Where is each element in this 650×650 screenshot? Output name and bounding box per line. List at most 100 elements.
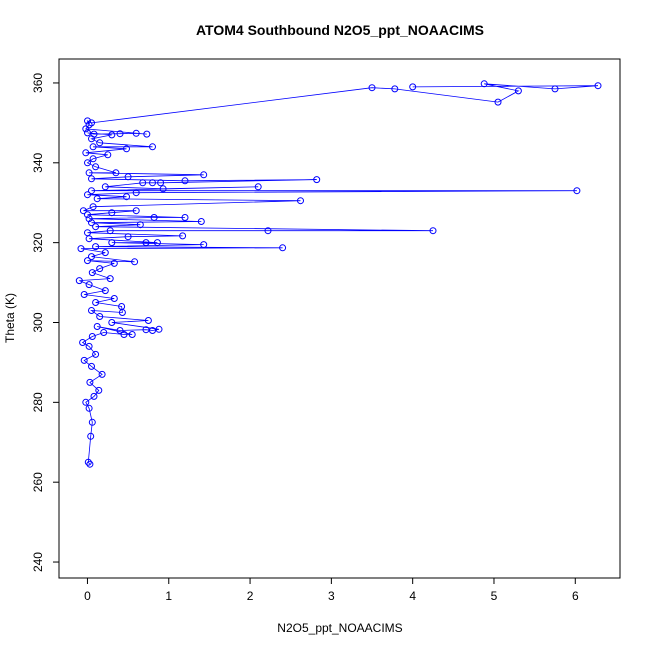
data-point (142, 239, 150, 247)
data-point (131, 258, 139, 266)
data-point (573, 187, 581, 195)
series-line (79, 83, 599, 465)
data-point (197, 218, 205, 225)
data-point (85, 169, 93, 177)
x-tick-label: 2 (247, 589, 254, 603)
data-point (79, 339, 87, 346)
data-point (87, 432, 95, 440)
data-point (106, 227, 114, 235)
x-tick-label: 3 (328, 589, 335, 603)
data-point (143, 130, 151, 138)
data-point (480, 80, 488, 88)
data-point (179, 232, 187, 240)
data-point (149, 327, 156, 334)
series-layer (79, 83, 599, 465)
y-tick-label: 300 (31, 312, 45, 332)
data-point (101, 183, 109, 191)
y-tick-label: 320 (31, 232, 45, 252)
data-point (84, 159, 91, 167)
data-point (98, 370, 106, 378)
data-point (85, 281, 93, 289)
data-point (123, 145, 130, 153)
y-tick-label: 280 (31, 392, 45, 412)
data-point (84, 191, 91, 199)
data-point (116, 130, 124, 138)
data-point (85, 215, 93, 223)
data-point (88, 187, 95, 195)
data-point (150, 214, 158, 221)
data-point (90, 392, 98, 400)
data-point (88, 362, 95, 370)
data-point (136, 221, 144, 229)
data-point (82, 398, 90, 406)
data-point (106, 275, 114, 283)
data-point (95, 386, 103, 394)
data-point (85, 342, 93, 350)
y-tick-label: 240 (31, 552, 45, 572)
data-point (96, 313, 104, 320)
data-point (264, 227, 272, 235)
data-point (124, 233, 132, 241)
data-point (200, 241, 208, 249)
data-point (429, 227, 437, 235)
data-point (120, 331, 128, 338)
x-tick-label: 6 (572, 589, 579, 603)
data-point (128, 331, 136, 338)
data-point (181, 214, 189, 221)
data-point (279, 244, 287, 252)
y-tick-label: 340 (31, 152, 45, 172)
data-point (155, 325, 163, 333)
data-point (92, 163, 100, 171)
data-point (157, 179, 165, 187)
data-point (254, 183, 262, 191)
data-point (159, 185, 167, 193)
y-axis: 240 260 280 300 320 340 360 (31, 73, 59, 572)
data-point (93, 195, 101, 203)
data-point (84, 117, 91, 125)
data-point (75, 277, 83, 285)
data-point (92, 299, 100, 306)
data-point (86, 378, 94, 386)
data-point (104, 151, 112, 159)
data-point (368, 84, 376, 92)
data-point (96, 139, 104, 147)
data-point (112, 169, 120, 177)
data-point (92, 223, 100, 231)
x-tick-label: 4 (409, 589, 416, 603)
y-axis-label: Theta (K) (3, 293, 17, 343)
data-point (409, 83, 417, 91)
data-point (100, 329, 108, 336)
x-tick-label: 1 (165, 589, 172, 603)
data-point (108, 239, 116, 247)
data-point (88, 269, 96, 277)
data-point (80, 356, 88, 364)
data-point (90, 130, 98, 138)
data-point (84, 257, 91, 265)
data-point (494, 98, 502, 106)
data-point (181, 177, 189, 185)
data-point (84, 458, 92, 466)
data-point (88, 253, 95, 261)
data-point (108, 319, 116, 326)
data-point (79, 207, 87, 215)
data-point (110, 259, 118, 267)
data-point (123, 193, 130, 201)
data-point (89, 155, 97, 163)
data-point (391, 85, 399, 93)
data-point (96, 265, 104, 273)
data-point (101, 249, 109, 257)
x-axis-label: N2O5_ppt_NOAACIMS (277, 621, 402, 635)
data-point (139, 179, 147, 187)
y-tick-label: 360 (31, 73, 45, 93)
data-point (132, 129, 140, 137)
data-point (101, 287, 109, 295)
plot-frame (58, 58, 621, 579)
data-point (514, 87, 522, 95)
data-point (88, 307, 95, 314)
data-point (594, 82, 602, 90)
data-point (132, 189, 140, 197)
data-point (149, 179, 156, 187)
data-point (142, 326, 150, 334)
